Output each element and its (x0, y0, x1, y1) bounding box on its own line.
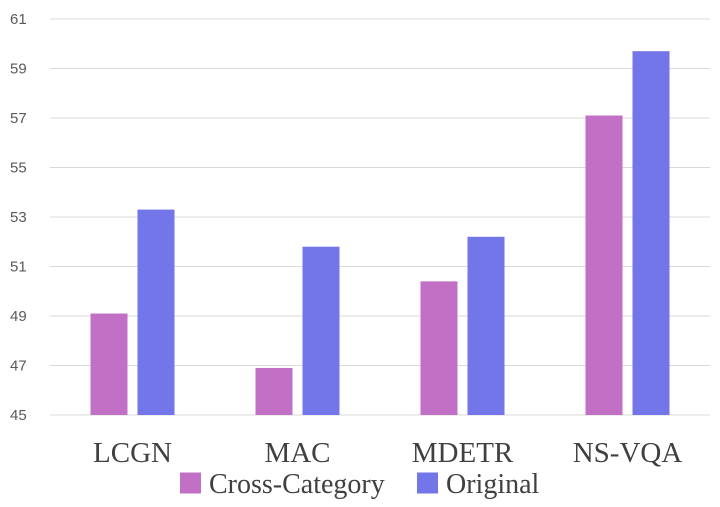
legend-swatch-cross-category (180, 472, 201, 494)
y-tick-label: 57 (10, 110, 27, 127)
y-tick-label: 47 (10, 358, 27, 375)
legend-label: Cross-Category (209, 469, 385, 500)
bar-mdetr-original (467, 236, 505, 415)
y-tick-label: 49 (10, 308, 27, 325)
y-tick-label: 55 (10, 160, 27, 177)
x-category-label: NS-VQA (573, 437, 683, 469)
x-category-label: MDETR (412, 437, 514, 469)
bar-ns-vqa-cross-category (585, 115, 623, 416)
y-tick-label: 53 (10, 209, 27, 226)
bar-mac-original (302, 246, 340, 415)
legend-label: Original (446, 469, 540, 500)
bar-lcgn-original (137, 209, 175, 415)
bar-ns-vqa-original (632, 51, 670, 416)
y-tick-label: 51 (10, 259, 27, 276)
bar-mac-cross-category (255, 367, 293, 415)
x-category-label: LCGN (93, 437, 172, 469)
legend: Cross-Category Original (180, 469, 540, 500)
x-category-label: MAC (264, 437, 330, 469)
bars (90, 51, 670, 416)
y-tick-label: 59 (10, 61, 27, 78)
legend-swatch-original (417, 472, 438, 494)
x-axis-category-labels: LCGN MAC MDETR NS-VQA (93, 437, 682, 469)
bar-lcgn-cross-category (90, 313, 128, 415)
y-axis-tick-labels: 45 47 49 51 53 55 57 59 61 (10, 11, 27, 424)
y-tick-label: 45 (10, 407, 27, 424)
bar-mdetr-cross-category (420, 281, 458, 415)
y-tick-label: 61 (10, 11, 27, 28)
